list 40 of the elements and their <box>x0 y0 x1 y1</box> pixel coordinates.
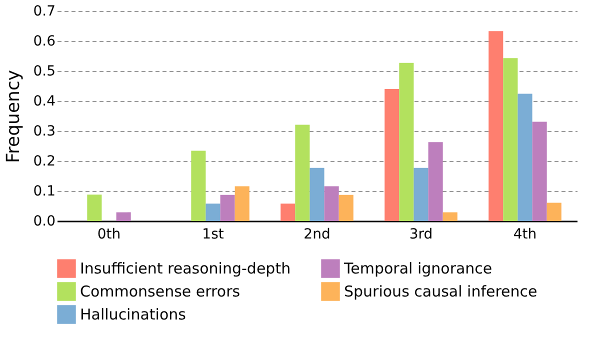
bar <box>414 168 428 221</box>
y-tick-label: 0.7 <box>33 4 56 20</box>
y-axis-title: Frequency <box>3 70 24 163</box>
bar <box>87 194 102 221</box>
bar <box>399 62 414 221</box>
bar <box>442 212 458 221</box>
y-tick-label: 0.0 <box>33 214 56 230</box>
y-tick-label: 0.5 <box>33 64 56 80</box>
x-tick-label: 0th <box>97 226 121 242</box>
legend-label: Commonsense errors <box>80 282 240 300</box>
bar <box>234 186 250 221</box>
x-tick-label: 4th <box>513 226 537 242</box>
x-tick-label: 1st <box>202 226 224 242</box>
bar <box>518 94 532 221</box>
bar <box>280 204 296 221</box>
x-tick-label: 3rd <box>409 226 433 242</box>
bar <box>503 58 518 221</box>
bar <box>384 89 400 221</box>
bar <box>191 150 206 221</box>
bar <box>220 194 235 221</box>
y-tick-label: 0.2 <box>33 154 56 170</box>
bar <box>532 122 547 221</box>
legend-label: Hallucinations <box>80 306 186 324</box>
y-tick-label: 0.6 <box>33 34 56 50</box>
x-tick-label: 2nd <box>304 226 330 242</box>
legend-label: Temporal ignorance <box>343 260 492 278</box>
y-tick-label: 0.3 <box>33 124 56 140</box>
bar <box>295 124 310 221</box>
bar <box>338 194 354 221</box>
y-tick-label: 0.1 <box>33 184 56 200</box>
legend-label: Insufficient reasoning-depth <box>80 260 291 278</box>
bar <box>116 212 131 221</box>
bar <box>546 202 562 221</box>
bar <box>324 186 339 221</box>
y-tick-label: 0.4 <box>33 94 56 110</box>
bar <box>310 168 324 221</box>
legend-label: Spurious causal inference <box>344 282 538 300</box>
bar <box>206 204 220 221</box>
bar <box>488 31 504 221</box>
bar <box>428 142 443 221</box>
